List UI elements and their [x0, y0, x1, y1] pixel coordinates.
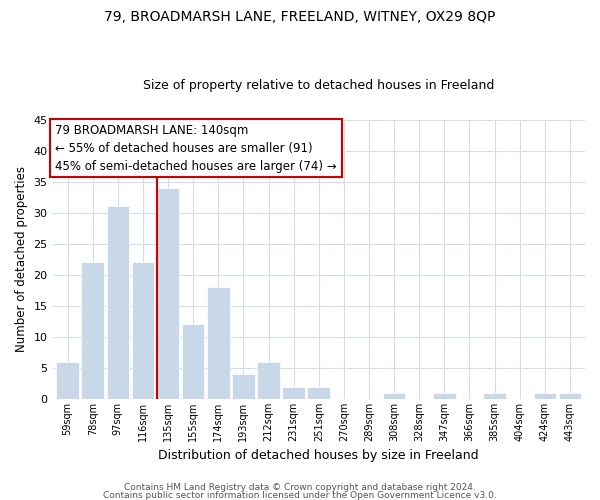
Bar	[107, 206, 129, 399]
Bar	[533, 393, 556, 399]
Bar	[157, 188, 179, 399]
Bar	[182, 324, 205, 399]
X-axis label: Distribution of detached houses by size in Freeland: Distribution of detached houses by size …	[158, 450, 479, 462]
Title: Size of property relative to detached houses in Freeland: Size of property relative to detached ho…	[143, 79, 494, 92]
Bar	[82, 262, 104, 399]
Y-axis label: Number of detached properties: Number of detached properties	[15, 166, 28, 352]
Bar	[257, 362, 280, 399]
Bar	[433, 393, 455, 399]
Text: 79, BROADMARSH LANE, FREELAND, WITNEY, OX29 8QP: 79, BROADMARSH LANE, FREELAND, WITNEY, O…	[104, 10, 496, 24]
Bar	[131, 262, 154, 399]
Bar	[559, 393, 581, 399]
Text: Contains public sector information licensed under the Open Government Licence v3: Contains public sector information licen…	[103, 491, 497, 500]
Text: 79 BROADMARSH LANE: 140sqm
← 55% of detached houses are smaller (91)
45% of semi: 79 BROADMARSH LANE: 140sqm ← 55% of deta…	[55, 124, 337, 172]
Bar	[232, 374, 255, 399]
Bar	[483, 393, 506, 399]
Bar	[383, 393, 406, 399]
Bar	[56, 362, 79, 399]
Text: Contains HM Land Registry data © Crown copyright and database right 2024.: Contains HM Land Registry data © Crown c…	[124, 484, 476, 492]
Bar	[283, 386, 305, 399]
Bar	[307, 386, 330, 399]
Bar	[207, 287, 230, 399]
